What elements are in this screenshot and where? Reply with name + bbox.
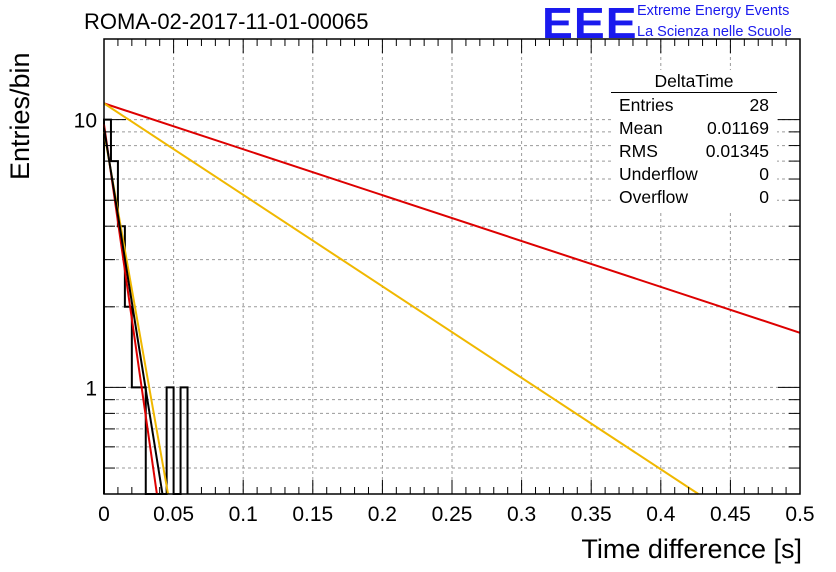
stats-row: Entries 28	[611, 94, 777, 117]
stats-value: 0.01169	[707, 118, 769, 138]
x-tick-label: 0	[98, 503, 110, 526]
stats-row: RMS 0.01345	[611, 140, 777, 163]
histogram-bin	[181, 387, 188, 494]
fit-curve	[103, 127, 164, 495]
stats-label: Overflow	[619, 187, 689, 207]
x-tick-label: 0.45	[710, 503, 751, 526]
eee-logo: EEE	[542, 0, 638, 48]
y-tick-label: 1	[85, 377, 97, 400]
fit-curve	[103, 102, 801, 334]
logo-subtitle-line2: La Scienza nelle Scuole	[637, 24, 792, 40]
histogram-bin	[167, 387, 174, 494]
x-tick-label: 0.1	[229, 503, 258, 526]
x-tick-label: 0.2	[368, 503, 397, 526]
stats-label: Entries	[619, 95, 674, 115]
stats-value: 28	[749, 95, 769, 115]
stats-value: 0	[759, 187, 769, 207]
fit-curve	[103, 102, 699, 495]
stats-label: RMS	[619, 141, 658, 161]
chart-title: ROMA-02-2017-11-01-00065	[84, 9, 369, 34]
x-tick-label: 0.3	[507, 503, 536, 526]
stats-box: DeltaTime Entries 28 Mean 0.01169 RMS 0.013…	[611, 70, 777, 210]
logo-subtitle-line1: Extreme Energy Events	[637, 3, 790, 19]
y-tick-label: 10	[74, 110, 97, 133]
stats-value: 0.01345	[705, 141, 769, 161]
y-axis-label: Entries/bin	[5, 52, 35, 180]
stats-row: Mean 0.01169	[611, 117, 777, 140]
histogram-bin	[132, 387, 139, 494]
stats-box-title: DeltaTime	[611, 70, 777, 93]
stats-row: Underflow 0	[611, 163, 777, 186]
stats-value: 0	[759, 164, 769, 184]
x-axis-label: Time difference [s]	[581, 534, 802, 564]
x-tick-label: 0.35	[571, 503, 612, 526]
histogram-bin	[125, 307, 132, 494]
x-tick-label: 0.5	[785, 503, 814, 526]
stats-row: Overflow 0	[611, 186, 777, 209]
x-tick-label: 0.4	[646, 503, 676, 526]
x-tick-label: 0.25	[432, 503, 473, 526]
x-tick-label: 0.15	[292, 503, 333, 526]
x-tick-label: 0.05	[153, 503, 194, 526]
stats-label: Underflow	[619, 164, 698, 184]
stats-label: Mean	[619, 118, 663, 138]
